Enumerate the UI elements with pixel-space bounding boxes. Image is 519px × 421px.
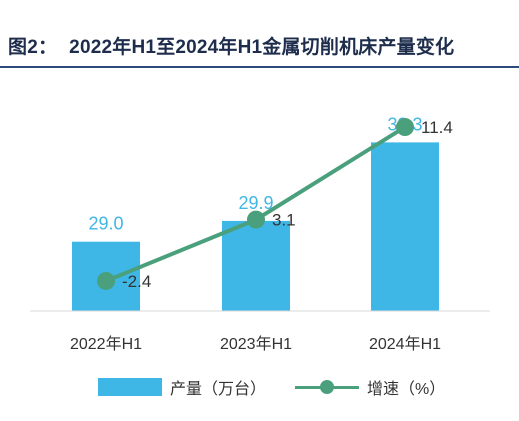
title-divider — [0, 66, 519, 68]
growth-value-label: -2.4 — [122, 272, 151, 291]
legend-bar-swatch — [98, 378, 162, 396]
x-tick-label: 2022年H1 — [70, 335, 142, 353]
legend-label-line: 增速（%） — [367, 381, 446, 398]
legend: 产量（万台） 增速（%） — [0, 372, 519, 402]
growth-value-label: 11.4 — [421, 118, 453, 137]
legend-item-bar: 产量（万台） — [98, 372, 266, 402]
figure-title: 图2： 2022年H1至2024年H1金属切削机床产量变化 — [8, 32, 454, 59]
figure-label: 图2： — [8, 37, 58, 58]
growth-value-label: 3.1 — [272, 211, 296, 230]
legend-item-line: 增速（%） — [295, 372, 445, 402]
x-tick-label: 2024年H1 — [369, 335, 441, 353]
legend-line-swatch — [295, 378, 359, 396]
bar-2024年H1 — [371, 142, 439, 311]
figure-title-text: 2022年H1至2024年H1金属切削机床产量变化 — [69, 37, 455, 58]
x-tick-label: 2023年H1 — [220, 335, 292, 353]
chart: 29.029.933.32022年H12023年H12024年H1-2.43.1… — [30, 114, 490, 353]
growth-point — [247, 210, 265, 229]
bar-value-label: 29.9 — [238, 193, 273, 213]
bar-2023年H1 — [222, 220, 290, 311]
growth-point — [396, 118, 414, 137]
legend-label-bar: 产量（万台） — [170, 381, 267, 398]
bar-value-label: 29.0 — [88, 214, 123, 234]
growth-point — [97, 271, 115, 290]
